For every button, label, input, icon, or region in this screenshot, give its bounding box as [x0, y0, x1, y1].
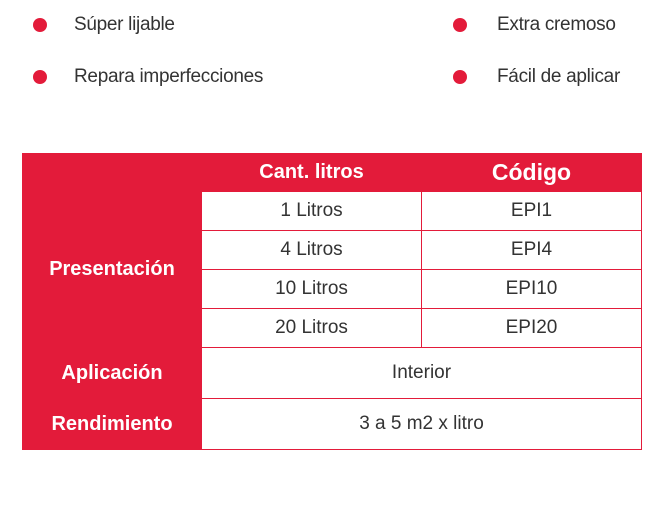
table-row: Aplicación Interior	[22, 347, 642, 399]
rendimiento-label: Rendimiento	[22, 398, 202, 450]
table-row: Rendimiento 3 a 5 m2 x litro	[22, 398, 642, 450]
bullet-dot-icon	[33, 18, 47, 32]
rendimiento-value: 3 a 5 m2 x litro	[201, 398, 642, 450]
feature-item: Súper lijable	[33, 10, 175, 40]
litros-cell: 4 Litros	[201, 230, 422, 270]
table-row: 4 Litros EPI4	[23, 230, 642, 270]
table-header-row: Cant. litros Código	[22, 153, 642, 192]
bullet-dot-icon	[33, 70, 47, 84]
bullet-dot-icon	[453, 70, 467, 84]
presentacion-label: Presentación	[22, 191, 202, 348]
litros-cell: 10 Litros	[201, 269, 422, 309]
header-codigo: Código	[421, 153, 642, 192]
feature-label: Súper lijable	[74, 14, 175, 35]
codigo-cell: EPI10	[421, 269, 642, 309]
header-blank-cell	[22, 153, 202, 192]
feature-item: Extra cremoso	[453, 10, 616, 40]
table-row: 20 Litros EPI20	[23, 308, 642, 348]
aplicacion-label: Aplicación	[22, 347, 202, 399]
table-row: 10 Litros EPI10	[23, 269, 642, 309]
feature-item: Repara imperfecciones	[33, 62, 263, 92]
codigo-cell: EPI1	[421, 191, 642, 231]
table-row: Presentación 1 Litros EPI1	[22, 191, 642, 348]
spec-table: Cant. litros Código Presentación 1 Litro…	[22, 153, 642, 450]
litros-cell: 20 Litros	[201, 308, 422, 348]
feature-label: Fácil de aplicar	[497, 66, 620, 87]
codigo-cell: EPI4	[421, 230, 642, 270]
bullet-dot-icon	[453, 18, 467, 32]
codigo-cell: EPI20	[421, 308, 642, 348]
header-cant-litros: Cant. litros	[201, 153, 422, 192]
features-list: Súper lijable Repara imperfecciones Extr…	[0, 0, 667, 120]
feature-item: Fácil de aplicar	[453, 62, 620, 92]
feature-label: Repara imperfecciones	[74, 66, 264, 87]
feature-label: Extra cremoso	[497, 14, 616, 35]
aplicacion-value: Interior	[201, 347, 642, 399]
litros-cell: 1 Litros	[201, 191, 422, 231]
